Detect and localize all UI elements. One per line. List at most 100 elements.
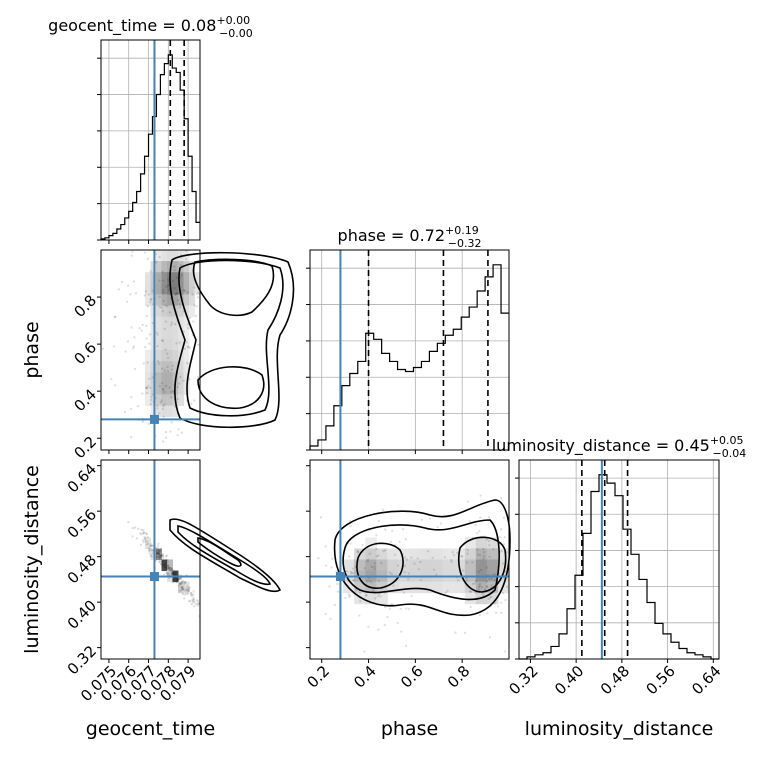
sample-point xyxy=(161,560,164,563)
sample-point xyxy=(168,566,171,569)
sample-point xyxy=(164,562,167,566)
density-cell xyxy=(420,581,433,594)
sample-point xyxy=(166,356,170,359)
sample-point xyxy=(161,560,165,564)
sample-point xyxy=(176,578,179,581)
sample-point xyxy=(349,525,352,528)
sample-point xyxy=(407,572,410,575)
sample-point xyxy=(147,548,151,551)
density-cell xyxy=(172,350,179,362)
sample-point xyxy=(162,291,165,294)
sample-point xyxy=(146,361,149,364)
density-cell xyxy=(409,548,422,560)
sample-point xyxy=(196,600,200,603)
sample-point xyxy=(454,631,457,634)
sample-point xyxy=(485,566,489,569)
sample-point xyxy=(487,540,491,543)
sample-point xyxy=(149,549,152,552)
density-cell xyxy=(178,394,184,407)
sample-point xyxy=(173,287,176,290)
sample-point xyxy=(163,563,166,566)
sample-point xyxy=(444,591,447,595)
sample-point xyxy=(147,549,151,553)
sample-point xyxy=(168,311,172,314)
sample-point xyxy=(356,550,360,554)
sample-point xyxy=(155,552,159,555)
sample-point xyxy=(157,548,160,551)
sample-point xyxy=(432,568,436,572)
sample-point xyxy=(466,552,469,556)
panel-title-phase: phase = 0.72+0.19 −0.32 xyxy=(338,224,482,250)
density-cell xyxy=(475,581,488,594)
sample-point xyxy=(478,554,482,557)
sample-point xyxy=(173,265,176,268)
sample-point xyxy=(171,364,174,368)
sample-point xyxy=(151,376,154,379)
sample-point xyxy=(177,382,181,385)
sample-point xyxy=(160,562,163,566)
sample-point xyxy=(399,607,402,611)
sample-point xyxy=(359,599,362,603)
sample-point xyxy=(179,375,182,379)
sample-point xyxy=(466,548,469,552)
sample-point xyxy=(146,305,150,308)
sample-point xyxy=(145,324,148,328)
sample-point xyxy=(188,600,192,603)
density-cell xyxy=(497,581,510,594)
density-cell xyxy=(365,592,377,605)
sample-point xyxy=(185,361,189,365)
sample-point xyxy=(193,286,196,289)
sample-point xyxy=(167,288,171,291)
sample-point xyxy=(160,339,164,342)
sample-point xyxy=(501,562,505,565)
sample-point xyxy=(479,494,482,497)
density-cell xyxy=(156,383,162,395)
sample-point xyxy=(156,549,160,553)
y-tick-label: 0.56 xyxy=(64,506,100,542)
sample-point xyxy=(403,564,406,568)
density-cell xyxy=(178,327,184,340)
sample-point xyxy=(162,556,165,560)
sample-point xyxy=(171,572,175,575)
density-cell xyxy=(420,559,433,572)
sample-point xyxy=(166,284,170,288)
sample-point xyxy=(166,571,169,575)
sample-point xyxy=(426,549,430,553)
sample-point xyxy=(143,251,147,254)
sample-point xyxy=(196,604,199,607)
density-cell xyxy=(475,559,488,572)
density-cell xyxy=(194,283,201,295)
sample-point xyxy=(150,554,153,557)
sample-point xyxy=(324,545,327,548)
sample-point xyxy=(180,582,183,585)
sample-point xyxy=(163,559,167,562)
sample-point xyxy=(488,577,491,581)
sample-point xyxy=(186,592,190,596)
sample-point xyxy=(144,345,147,349)
sample-point xyxy=(157,549,161,552)
sample-point xyxy=(475,532,479,535)
sample-point xyxy=(482,547,485,551)
sample-point xyxy=(162,568,166,572)
sample-point xyxy=(183,580,187,584)
sample-point xyxy=(192,604,196,608)
sample-point xyxy=(192,598,196,601)
sample-point xyxy=(351,578,355,582)
density-cell xyxy=(189,261,195,273)
density-cell xyxy=(189,283,195,295)
sample-point xyxy=(170,572,173,575)
sample-point xyxy=(196,296,200,299)
sample-point xyxy=(161,407,165,411)
density-cell xyxy=(178,383,184,395)
density-cell xyxy=(178,272,184,284)
sample-point xyxy=(407,607,411,611)
sample-point xyxy=(137,527,140,531)
sample-point xyxy=(158,554,161,557)
sample-point xyxy=(159,560,162,564)
sample-point xyxy=(366,558,370,561)
sample-point xyxy=(367,625,370,628)
histogram-phase xyxy=(309,264,509,450)
sample-point xyxy=(158,295,161,298)
sample-point xyxy=(126,340,130,343)
sample-point xyxy=(165,571,168,574)
